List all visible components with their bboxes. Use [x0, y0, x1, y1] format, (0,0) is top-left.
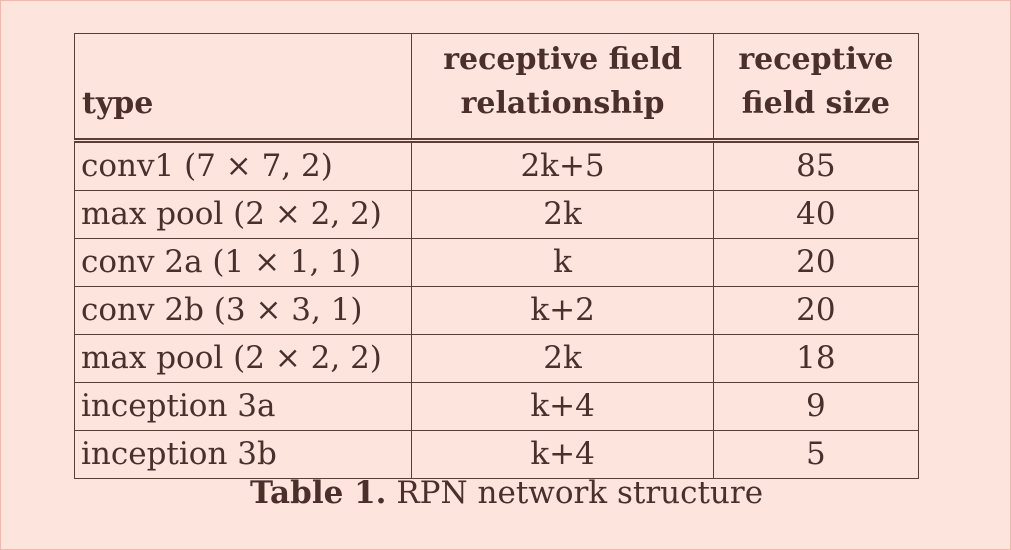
cell-relationship: 2k: [411, 190, 714, 239]
cell-relationship: k+2: [411, 286, 714, 335]
caption-text: RPN network structure: [396, 475, 764, 511]
header-relationship: receptive field relationship: [411, 33, 714, 141]
cell-type: inception 3b: [73, 430, 413, 479]
cell-type: inception 3a: [73, 382, 413, 431]
table-row: max pool (2 × 2, 2) 2k 18: [73, 334, 920, 383]
cell-relationship: k+4: [411, 430, 714, 479]
cell-size: 20: [712, 286, 920, 335]
table-row: conv1 (7 × 7, 2) 2k+5 85: [73, 138, 920, 191]
cell-size: 5: [712, 430, 920, 479]
table-body: conv1 (7 × 7, 2) 2k+5 85 max pool (2 × 2…: [73, 138, 920, 479]
table-row: inception 3b k+4 5: [73, 430, 920, 479]
header-relationship-line1: receptive field: [443, 42, 682, 77]
cell-size: 9: [712, 382, 920, 431]
table-caption: Table 1. RPN network structure: [1, 475, 1011, 511]
table-row: max pool (2 × 2, 2) 2k 40: [73, 190, 920, 239]
header-size: receptive field size: [712, 33, 920, 141]
table-row: conv 2b (3 × 3, 1) k+2 20: [73, 286, 920, 335]
cell-type: max pool (2 × 2, 2): [73, 334, 413, 383]
header-row: type receptive field relationship recept…: [73, 33, 920, 141]
header-size-line2: field size: [741, 86, 890, 121]
cell-size: 40: [712, 190, 920, 239]
caption-label: Table 1.: [249, 475, 387, 511]
header-relationship-line2: relationship: [460, 86, 665, 121]
cell-relationship: k+4: [411, 382, 714, 431]
cell-type: conv1 (7 × 7, 2): [73, 138, 413, 191]
cell-type: conv 2b (3 × 3, 1): [73, 286, 413, 335]
cell-size: 18: [712, 334, 920, 383]
header-type-label: type: [82, 86, 154, 121]
header-size-line1: receptive: [738, 42, 894, 77]
table-row: inception 3a k+4 9: [73, 382, 920, 431]
cell-relationship: 2k+5: [411, 138, 714, 191]
cell-size: 85: [712, 138, 920, 191]
network-structure-table: type receptive field relationship recept…: [73, 33, 920, 479]
table-row: conv 2a (1 × 1, 1) k 20: [73, 238, 920, 287]
table-header: type receptive field relationship recept…: [73, 33, 920, 141]
cell-type: max pool (2 × 2, 2): [73, 190, 413, 239]
cell-size: 20: [712, 238, 920, 287]
cell-type: conv 2a (1 × 1, 1): [73, 238, 413, 287]
cell-relationship: 2k: [411, 334, 714, 383]
header-type: type: [73, 33, 413, 141]
cell-relationship: k: [411, 238, 714, 287]
